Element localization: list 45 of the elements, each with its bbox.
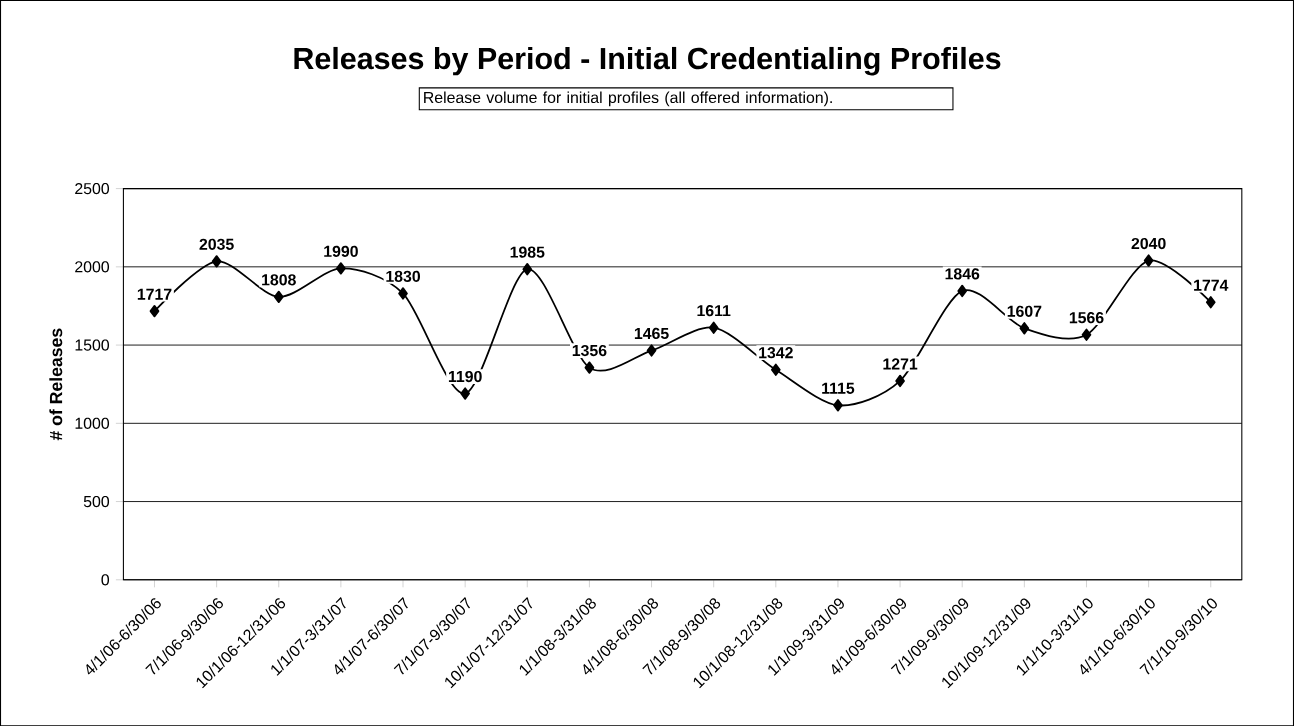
- data-label: 1607: [1007, 305, 1042, 317]
- point: [460, 387, 470, 400]
- data-label: 1830: [386, 270, 421, 282]
- data-label: 2035: [199, 238, 234, 250]
- chart-title: Releases by Period - Initial Credentialing Profiles: [294, 46, 1001, 76]
- point: [273, 290, 284, 303]
- data-label: 1808: [262, 274, 296, 286]
- data-label: 1190: [448, 370, 482, 383]
- point: [1143, 254, 1154, 267]
- point: [1205, 295, 1216, 309]
- chart-subtitle: Release volume for initial profiles (all offered information).: [424, 91, 832, 107]
- point: [646, 344, 657, 357]
- point: [708, 321, 719, 334]
- y-tick-label: 2000: [75, 261, 110, 273]
- point: [149, 304, 160, 318]
- point: [398, 287, 408, 300]
- y-tick-label: 1000: [75, 417, 110, 429]
- data-label: 1611: [697, 304, 731, 317]
- data-label: 1846: [945, 268, 980, 280]
- point: [584, 361, 595, 374]
- point: [895, 374, 905, 387]
- y-tick-label: 0: [101, 574, 110, 586]
- point: [1019, 322, 1030, 335]
- data-label: 1566: [1069, 311, 1104, 324]
- data-label: 2040: [1131, 237, 1166, 250]
- point: [957, 284, 968, 297]
- y-tick-label: 2500: [75, 182, 110, 195]
- data-label: 1990: [324, 245, 358, 257]
- data-label: 1115: [822, 382, 855, 394]
- y-tick-label: 1500: [75, 339, 110, 351]
- data-label: 1717: [137, 288, 172, 300]
- data-label: 1356: [572, 344, 607, 357]
- point: [522, 262, 533, 276]
- data-label: 1774: [1194, 279, 1229, 291]
- point: [833, 399, 843, 412]
- point: [1081, 328, 1092, 341]
- point: [211, 255, 222, 268]
- point: [770, 363, 781, 376]
- data-label: 1271: [883, 358, 918, 370]
- data-label: 1342: [759, 346, 793, 359]
- y-axis-title: # of Releases: [49, 328, 63, 441]
- data-label: 1985: [510, 246, 545, 258]
- data-label: 1465: [634, 327, 669, 339]
- y-tick-label: 500: [83, 495, 110, 508]
- point: [336, 262, 346, 275]
